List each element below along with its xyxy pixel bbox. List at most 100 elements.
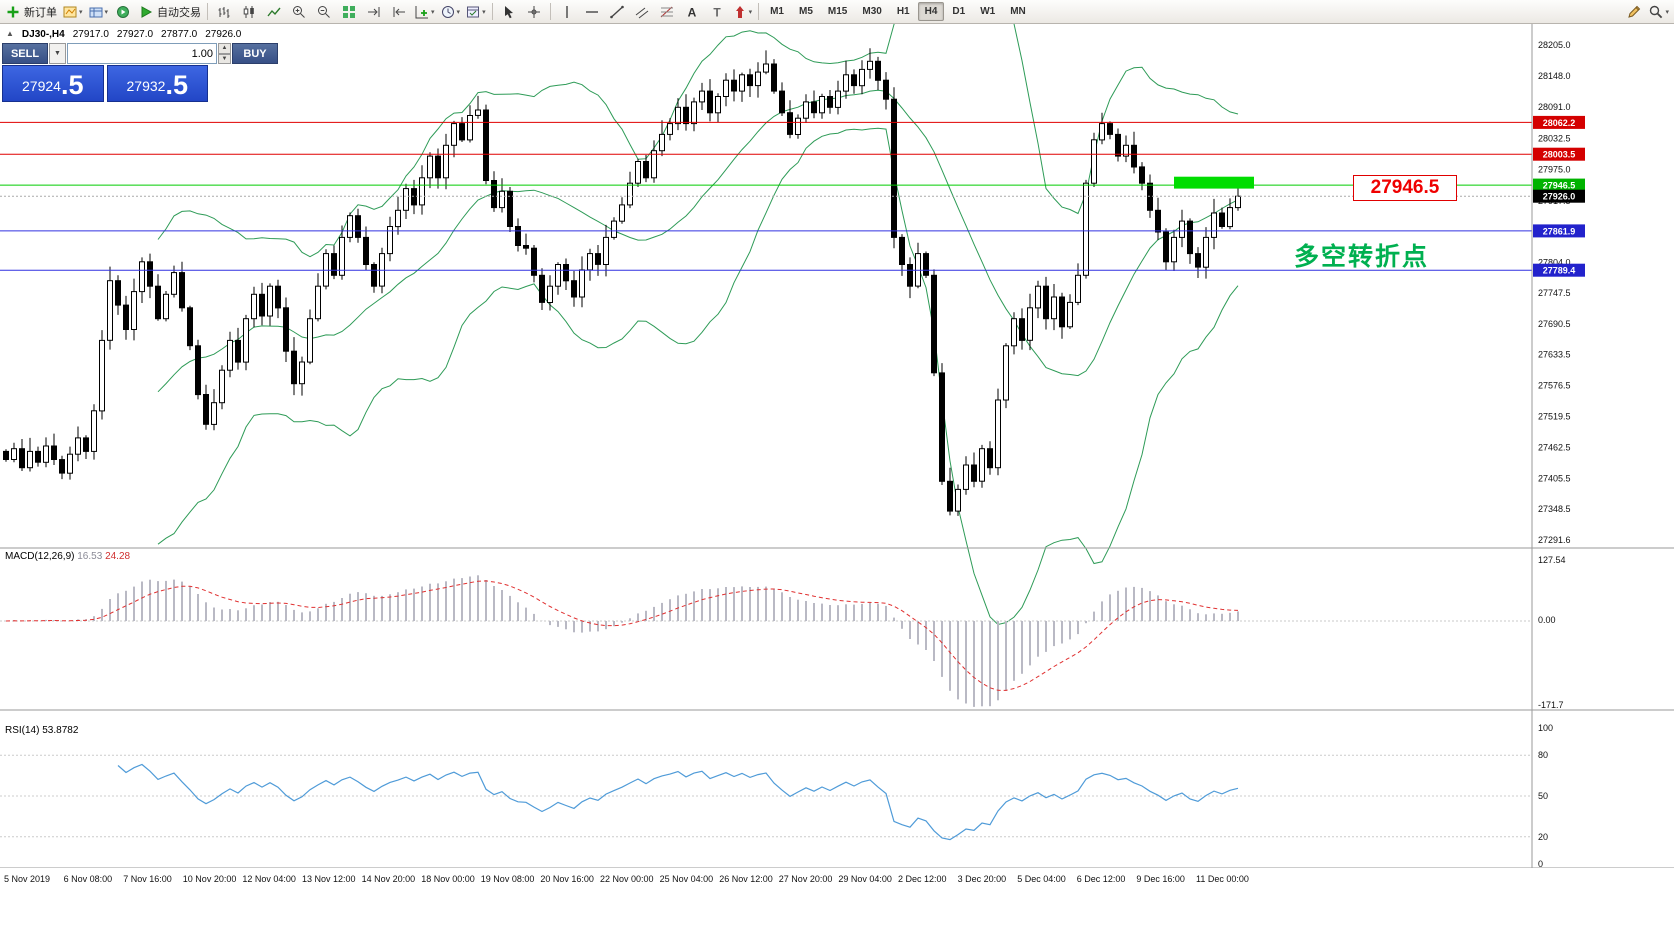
horizontal-line-button[interactable] [580, 2, 604, 22]
time-axis[interactable]: 5 Nov 2019 6 Nov 08:00 7 Nov 16:00 10 Nov 2… [0, 869, 1674, 893]
chart-shift-button[interactable] [387, 2, 411, 22]
turning-point-annotation: 多空转折点 [1294, 243, 1430, 271]
volume-increase-button[interactable]: ▲ [218, 43, 231, 54]
svg-text:28032.5: 28032.5 [1538, 134, 1571, 144]
svg-text:27861.9: 27861.9 [1543, 226, 1576, 236]
svg-text:27690.5: 27690.5 [1538, 319, 1571, 329]
timeframe-mn[interactable]: MN [1010, 6, 1026, 17]
tile-windows-button[interactable] [337, 2, 361, 22]
timeframe-w1[interactable]: W1 [980, 6, 996, 17]
trendline-button[interactable] [605, 2, 629, 22]
chevron-down-icon: ▾ [431, 8, 435, 16]
chevron-down-icon: ▾ [482, 8, 486, 16]
sell-button[interactable]: SELL [2, 43, 48, 64]
text-label-button[interactable]: T [705, 2, 729, 22]
vertical-line-button[interactable] [555, 2, 579, 22]
chevron-down-icon: ▾ [1665, 8, 1669, 16]
timeframe-group: M1 M5 M15 M30 H1 H4 D1 W1 MN [763, 2, 1033, 21]
strategy-tester-button[interactable] [111, 2, 135, 22]
auto-trading-label: 自动交易 [157, 6, 202, 19]
crosshair-button[interactable] [522, 2, 546, 22]
new-chart-button[interactable]: ▾ [60, 2, 85, 22]
time-axis-label: 20 Nov 16:00 [540, 874, 594, 884]
new-order-button[interactable]: 新订单 [3, 2, 59, 22]
equidistant-channel-button[interactable] [630, 2, 654, 22]
open-value: 27917.0 [72, 29, 109, 40]
time-axis-label: 6 Dec 12:00 [1076, 874, 1126, 884]
timeframe-h1[interactable]: H1 [896, 6, 910, 17]
toolbar-separator [549, 3, 551, 20]
toolbar-right-group: ▾ [1622, 2, 1671, 22]
horizontal-line-icon [585, 10, 598, 13]
rsi-value: 53.8782 [42, 725, 79, 736]
price-annotation-box: 27946.5 [1353, 175, 1457, 201]
trendline-icon [609, 5, 624, 18]
search-button[interactable]: ▾ [1646, 2, 1671, 22]
channel-icon [635, 7, 648, 18]
crosshair-icon [527, 5, 540, 18]
chevron-down-icon: ▾ [456, 8, 461, 16]
sell-price-button[interactable]: 27924 .5 [2, 65, 104, 102]
volume-dropdown[interactable]: ▼ [49, 43, 66, 64]
buy-button[interactable]: BUY [232, 43, 278, 64]
text-label-t-icon: T [713, 5, 721, 19]
volume-input[interactable] [67, 43, 217, 64]
zoom-out-button[interactable] [312, 2, 336, 22]
clock-icon [441, 5, 454, 18]
candlestick-chart-button[interactable] [237, 2, 261, 22]
svg-text:-171.7: -171.7 [1538, 700, 1564, 710]
svg-text:27519.5: 27519.5 [1538, 412, 1571, 422]
zoom-out-icon [318, 5, 330, 18]
svg-text:T: T [713, 5, 721, 19]
timeframe-h4[interactable]: H4 [917, 2, 945, 21]
sell-price-main: 27924 [22, 78, 61, 94]
cursor-button[interactable] [497, 2, 521, 22]
template-icon [467, 6, 480, 17]
timeframe-d1[interactable]: D1 [952, 6, 966, 17]
svg-text:28205.0: 28205.0 [1538, 40, 1571, 50]
svg-text:A: A [687, 5, 696, 19]
line-chart-button[interactable] [262, 2, 286, 22]
time-axis-label: 14 Nov 20:00 [361, 874, 416, 884]
time-axis-label: 6 Nov 08:00 [63, 874, 113, 884]
chevron-down-icon: ▾ [748, 8, 753, 16]
svg-text:27405.5: 27405.5 [1538, 473, 1571, 483]
svg-text:27926.0: 27926.0 [1543, 192, 1576, 202]
svg-text:50: 50 [1538, 791, 1548, 801]
indicators-icon [415, 5, 429, 18]
arrows-button[interactable]: ▾ [730, 2, 755, 22]
new-order-label: 新订单 [24, 6, 57, 19]
time-axis-label: 5 Dec 04:00 [1017, 874, 1066, 884]
templates-button[interactable]: ▾ [463, 2, 488, 22]
pencil-icon [1628, 5, 1641, 18]
pencil-button[interactable] [1622, 2, 1646, 22]
fibonacci-button[interactable] [655, 2, 679, 22]
time-axis-label: 27 Nov 20:00 [778, 874, 833, 884]
timeframe-m5[interactable]: M5 [799, 6, 813, 17]
profiles-button[interactable]: ▾ [86, 2, 111, 22]
chevron-down-icon: ▾ [104, 8, 109, 16]
vertical-line-icon [565, 5, 568, 18]
toolbar-separator [207, 3, 209, 20]
one-click-trading-panel: SELL ▼ ▲ ▼ BUY 27924 .5 27932 .5 [2, 43, 278, 102]
timeframe-m1[interactable]: M1 [770, 6, 784, 17]
time-axis-label: 3 Dec 20:00 [957, 874, 1007, 884]
chart-canvas[interactable]: 28205.0 28148.0 28091.0 28032.5 27975.0 27917… [0, 24, 1674, 868]
svg-text:27291.6: 27291.6 [1538, 535, 1571, 545]
toolbar-separator [758, 3, 760, 20]
buy-price-button[interactable]: 27932 .5 [106, 65, 208, 102]
time-axis-label: 29 Nov 04:00 [838, 874, 892, 884]
high-value: 27927.0 [116, 29, 154, 40]
timeframe-m30[interactable]: M30 [862, 6, 882, 17]
tile-windows-icon [343, 5, 356, 18]
timeframe-m15[interactable]: M15 [827, 6, 848, 17]
text-button[interactable]: A [680, 2, 704, 22]
auto-trading-button[interactable]: 自动交易 [136, 2, 203, 22]
indicators-button[interactable]: ▾ [412, 2, 437, 22]
bar-chart-button[interactable] [212, 2, 236, 22]
periods-button[interactable]: ▾ [438, 2, 463, 22]
volume-decrease-button[interactable]: ▼ [218, 53, 231, 64]
auto-scroll-button[interactable] [362, 2, 386, 22]
collapse-arrow-icon[interactable]: ▲ [6, 29, 14, 38]
zoom-in-button[interactable] [287, 2, 311, 22]
